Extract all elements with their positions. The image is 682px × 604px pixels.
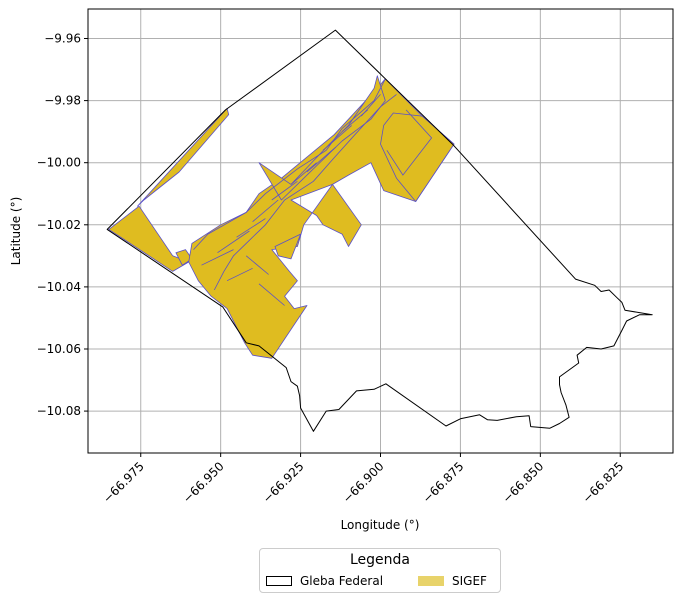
sigef-parcel-edge-7 — [271, 180, 298, 201]
legend-item-sigef: SIGEF — [418, 574, 487, 588]
sigef-parcel-6 — [274, 233, 302, 260]
sigef-parcel-edge-14 — [258, 283, 285, 306]
sigef-parcel-edge-8 — [290, 162, 317, 185]
x-tick-label-3: −66.900 — [340, 459, 387, 506]
sigef-parcel-4 — [258, 75, 386, 201]
sigef-parcel-5 — [380, 112, 455, 202]
sigef-parcel-edge-5 — [236, 218, 266, 238]
x-axis-ticks: −66.975 −66.950 −66.925 −66.900 −66.875 −66.8… — [100, 453, 626, 506]
legend: Legenda Gleba Federal SIGEF — [259, 548, 501, 593]
gridlines — [88, 9, 673, 453]
sigef-parcel-edge-13 — [386, 109, 433, 176]
y-tick-label-6: −10.08 — [37, 404, 81, 418]
sigef-parcel-edge-2 — [226, 267, 253, 282]
sigef-parcel-edge-0 — [193, 78, 386, 250]
sigef-parcel-edge-15 — [245, 255, 269, 275]
y-axis-label: Latitude (°) — [9, 197, 23, 266]
sigef-parcel-edge-3 — [201, 249, 234, 266]
x-tick-label-4: −66.875 — [420, 459, 467, 506]
x-tick-label-5: −66.850 — [500, 459, 547, 506]
x-tick-label-6: −66.825 — [580, 459, 627, 506]
sigef-parcel-edge-6 — [252, 199, 279, 223]
x-tick-label-2: −66.925 — [260, 459, 307, 506]
legend-title: Legenda — [349, 552, 410, 568]
sigef-parcel-edge-4 — [217, 230, 250, 254]
y-tick-label-4: −10.04 — [37, 280, 81, 294]
gleba-federal-boundary — [106, 29, 653, 432]
x-tick-label-0: −66.975 — [100, 459, 147, 506]
legend-swatch-gleba — [266, 576, 292, 586]
sigef-parcel-edge-9 — [306, 146, 336, 173]
sigef-parcel-edge-12 — [361, 94, 381, 117]
y-tick-label-2: −10.00 — [37, 156, 81, 170]
y-tick-label-5: −10.06 — [37, 342, 81, 356]
legend-item-gleba: Gleba Federal — [266, 574, 383, 588]
y-tick-label-0: −9.96 — [44, 31, 81, 45]
x-tick-label-1: −66.950 — [180, 459, 227, 506]
legend-label-sigef: SIGEF — [452, 574, 487, 588]
sigef-parcel-edge-10 — [322, 125, 352, 151]
y-tick-label-1: −9.98 — [44, 94, 81, 108]
y-tick-label-3: −10.02 — [37, 218, 81, 232]
sigef-parcel-1 — [137, 108, 230, 207]
sigef-parcels — [108, 75, 455, 359]
legend-swatch-sigef — [418, 576, 444, 586]
x-axis-label: Longitude (°) — [341, 518, 420, 532]
y-axis-ticks: −9.96 −9.98 −10.00 −10.02 −10.04 −10.06 −10.08 — [37, 31, 88, 418]
gleba-federal-polygon — [106, 29, 653, 432]
legend-label-gleba: Gleba Federal — [300, 574, 384, 588]
sigef-parcel-edge-1 — [213, 94, 397, 291]
